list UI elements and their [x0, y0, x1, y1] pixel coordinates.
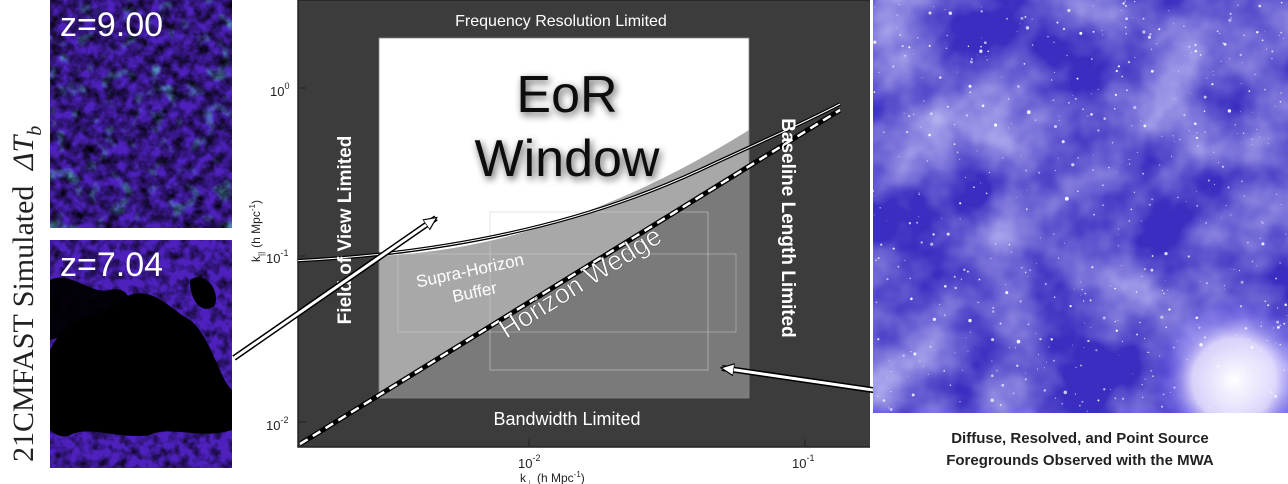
foreground-caption: Diffuse, Resolved, and Point Source Fore… [880, 428, 1280, 472]
simulation-panel-z7: z=7.04 [50, 240, 232, 468]
caption-line1: Diffuse, Resolved, and Point Source [951, 430, 1209, 447]
mwa-sky-image [873, 0, 1288, 413]
simulation-map-z7 [50, 240, 232, 468]
side-label-math-sub: b [24, 126, 42, 136]
y-tick-2: 10-1 [266, 248, 288, 266]
y-tick-3: 10-2 [266, 415, 288, 433]
redshift-label-z9: z=9.00 [60, 6, 164, 44]
foreground-to-wedge-arrow [722, 368, 901, 397]
simulation-panel-z9: z=9.00 [50, 0, 232, 228]
svg-text:21CMFAST Simulated ΔTb: 21CMFAST Simulated ΔTb [7, 126, 42, 462]
side-label-math: ΔT [7, 133, 40, 171]
simulation-to-window-arrow [232, 215, 436, 361]
eor-title-line1: EoR [516, 66, 617, 124]
x-tick-2: 10-1 [792, 453, 814, 471]
simulation-side-label: 21CMFAST Simulated ΔTb [7, 126, 42, 462]
top-limit-label: Frequency Resolution Limited [455, 13, 667, 30]
y-axis-label: k||(h Mpc-1) [248, 200, 266, 262]
supra-horizon-buffer-region [379, 130, 749, 398]
side-label-text: 21CMFAST Simulated [7, 186, 40, 462]
right-limit-label: Baseline Length Limited [777, 118, 798, 338]
x-axis-label: k⊥ (h Mpc-1) [520, 470, 585, 484]
caption-line2: Foregrounds Observed with the MWA [946, 452, 1214, 469]
redshift-label-z7: z=7.04 [60, 246, 164, 284]
simulation-map-z9 [50, 0, 232, 228]
bottom-limit-label: Bandwidth Limited [493, 409, 640, 429]
y-tick-1: 100 [270, 81, 289, 99]
eor-window-diagram: Frequency Resolution Limited Bandwidth L… [248, 0, 870, 484]
x-tick-1: 10-2 [518, 453, 540, 471]
eor-title-line2: Window [475, 130, 660, 188]
